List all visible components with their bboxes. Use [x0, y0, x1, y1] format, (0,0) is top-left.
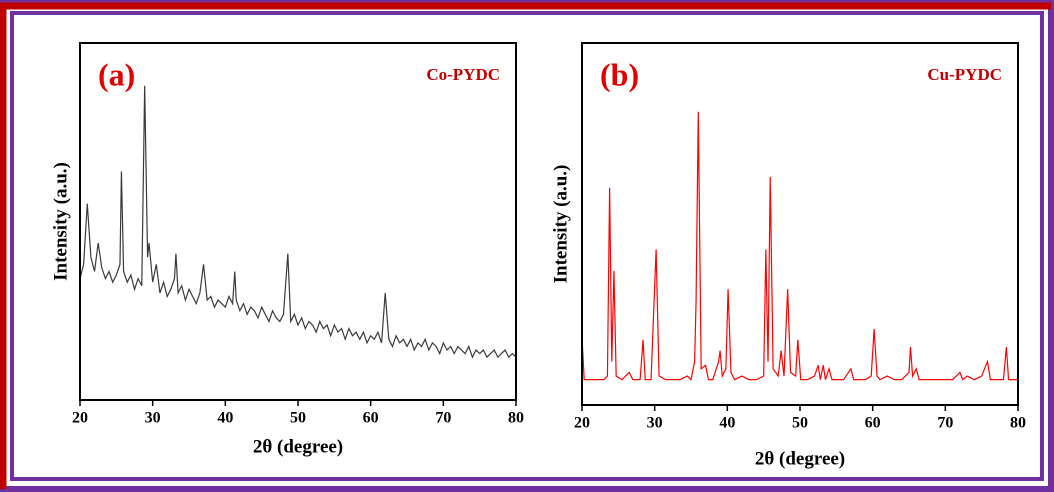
x-tick-label: 30 — [145, 410, 161, 427]
x-tick-label: 70 — [435, 410, 451, 427]
x-tick-label: 60 — [865, 415, 881, 432]
frame-inner — [10, 11, 1044, 481]
x-axis-label: 2θ (degree) — [253, 436, 343, 457]
data-line — [581, 111, 1018, 381]
legend-label: Co-PYDC — [426, 65, 500, 84]
x-tick-label: 50 — [290, 410, 306, 427]
data-line — [79, 85, 517, 359]
x-tick-label: 80 — [508, 410, 524, 427]
x-tick-label: 20 — [72, 410, 88, 427]
x-tick-label: 80 — [1010, 415, 1026, 432]
panel-label: (b) — [600, 56, 639, 92]
x-axis-label: 2θ (degree) — [755, 448, 845, 469]
legend-label: Cu-PYDC — [927, 65, 1002, 84]
x-tick-label: 20 — [574, 415, 590, 432]
x-tick-label: 40 — [719, 415, 735, 432]
x-tick-label: 30 — [647, 415, 663, 432]
x-tick-label: 50 — [792, 415, 808, 432]
panel-label: (a) — [98, 56, 135, 92]
x-tick-label: 40 — [217, 410, 233, 427]
y-axis-label: Intensity (a.u.) — [550, 165, 571, 284]
x-tick-label: 70 — [937, 415, 953, 432]
x-tick-label: 60 — [363, 410, 379, 427]
y-axis-label: Intensity (a.u.) — [50, 162, 71, 281]
